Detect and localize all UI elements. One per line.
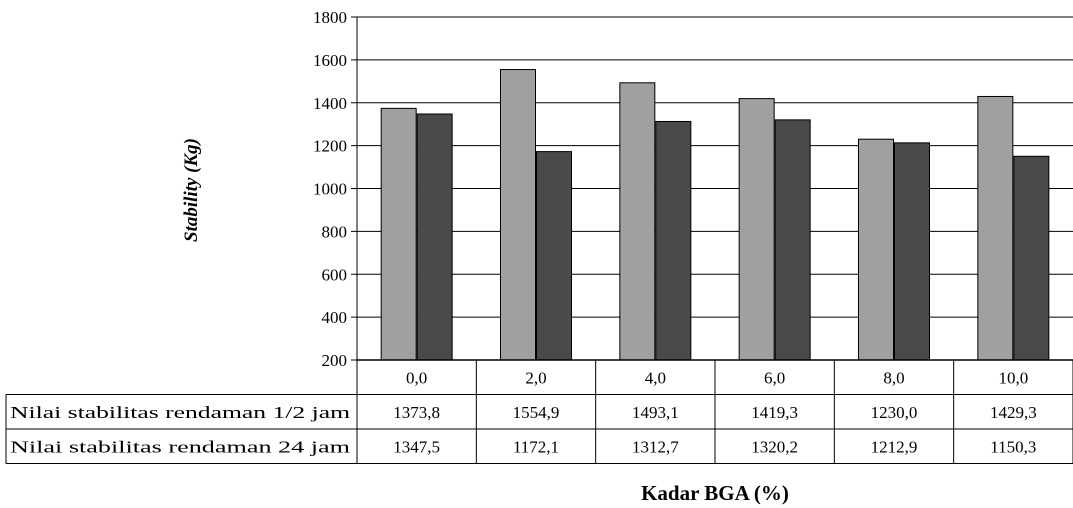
bar-series-1 [380,107,417,361]
bar-series-1 [738,98,775,361]
bar-series-2 [536,151,572,361]
y-tick-label: 1000 [313,180,347,199]
x-tick-label: 10,0 [998,368,1028,387]
y-tick-label: 1200 [313,137,347,156]
x-tick-label: 6,0 [764,368,785,387]
y-tick-label: 800 [322,222,348,241]
data-label: 1419,3 [751,403,798,422]
x-tick-label: 4,0 [645,368,666,387]
data-table: 0,0 2,0 4,0 6,0 8,0 10,0 Nilai stabilitas rend… [5,359,1073,464]
x-tick-label: 8,0 [883,368,904,387]
data-label: 1373,8 [393,403,440,422]
legend-series-2: Nilai stabilitas rendaman 24 jam [10,437,350,456]
bar-series-1 [500,69,536,361]
y-tick-label: 200 [322,351,348,370]
data-label: 1312,7 [632,437,679,456]
legend-series-1: Nilai stabilitas rendaman 1/2 jam [10,403,350,422]
bar-series-2 [416,113,453,361]
y-tick-label: 1800 [313,8,347,27]
bar-series-1 [858,138,894,361]
data-label: 1493,1 [632,403,679,422]
bar-series-2 [894,142,930,361]
x-tick-label: 0,0 [406,368,427,387]
y-tick-label: 1600 [313,51,347,70]
y-tick-label: 1400 [313,94,347,113]
bar-series-1 [977,95,1014,361]
data-label: 1150,3 [990,437,1036,456]
bar-series-2 [1013,155,1050,361]
data-label: 1429,3 [990,403,1037,422]
data-label: 1212,9 [871,437,918,456]
x-axis-label: Kadar BGA (%) [641,481,789,505]
data-label: 1554,9 [513,403,560,422]
bar-series-1 [619,82,656,361]
data-label: 1172,1 [513,437,559,456]
y-tick-label: 600 [322,265,348,284]
bars [380,69,1050,361]
x-tick-label: 2,0 [525,368,546,387]
y-tick-labels: 200 400 600 800 1000 1200 1400 1600 1800 [313,8,347,370]
data-label: 1320,2 [751,437,798,456]
data-label: 1230,0 [871,403,918,422]
y-axis-label: Stability (Kg) [181,138,202,242]
gridlines [351,16,1073,361]
bar-series-2 [774,119,811,361]
y-tick-label: 400 [322,308,348,327]
data-label: 1347,5 [393,437,440,456]
bar-series-2 [655,120,692,361]
